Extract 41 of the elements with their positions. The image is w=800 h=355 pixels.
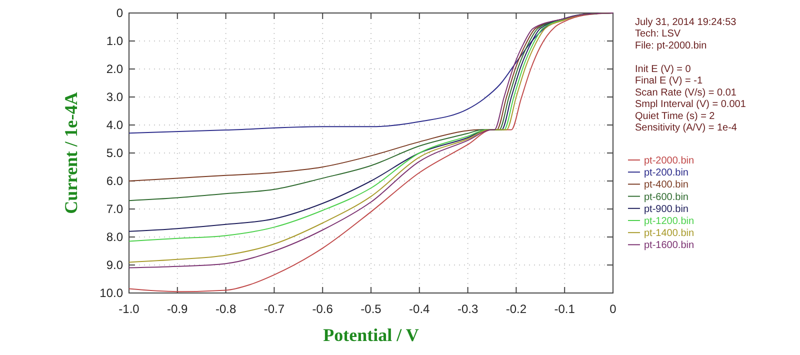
- text: July 31, 2014 19:24:53: [635, 17, 737, 28]
- x-tick-label: -0.1: [554, 302, 576, 316]
- text: File: pt-2000.bin: [635, 40, 707, 52]
- legend-label: pt-2000.bin: [644, 156, 694, 166]
- legend-label: pt-200.bin: [644, 168, 688, 179]
- text: Sensitivity (A/V) = 1e-4: [635, 122, 738, 134]
- y-tick-label: 1.0: [106, 34, 124, 48]
- x-tick-label: -1.0: [118, 302, 140, 316]
- y-tick-label: 8.0: [106, 230, 124, 244]
- text: Scan Rate (V/s) = 0.01: [635, 87, 737, 98]
- text: Quiet Time (s) = 2: [635, 110, 716, 122]
- x-tick-label: -0.7: [264, 302, 285, 316]
- y-tick-label: 7.0: [106, 202, 124, 216]
- y-tick-label: 10.0: [100, 286, 124, 300]
- x-axis-title: Potential / V: [323, 325, 419, 345]
- x-tick-label: -0.5: [360, 302, 382, 316]
- text: Smpl Interval (V) = 0.001: [635, 99, 746, 110]
- y-tick-label: 3.0: [106, 90, 124, 104]
- text: Tech: LSV: [635, 28, 681, 40]
- x-tick-label: -0.2: [506, 302, 527, 316]
- y-tick-label: 5.0: [106, 146, 124, 160]
- y-tick-label: 0: [116, 6, 124, 20]
- x-tick-label: -0.4: [409, 302, 430, 316]
- y-tick-label: 4.0: [106, 118, 124, 132]
- x-tick-label: 0: [610, 302, 617, 316]
- text: Init E (V) = 0: [635, 64, 692, 75]
- legend-label: pt-1600.bin: [644, 240, 694, 252]
- y-axis-title: Current / 1e-4A: [61, 92, 81, 214]
- x-tick-label: -0.8: [215, 302, 236, 316]
- text: Final E (V) = -1: [635, 76, 703, 87]
- legend-label: pt-1400.bin: [644, 228, 694, 240]
- legend-label: pt-600.bin: [644, 192, 688, 203]
- legend-label: pt-900.bin: [644, 204, 688, 215]
- x-tick-label: -0.9: [167, 302, 188, 316]
- y-tick-label: 6.0: [106, 174, 124, 188]
- x-tick-label: -0.3: [457, 302, 478, 316]
- legend-label: pt-1200.bin: [644, 216, 694, 227]
- y-tick-label: 9.0: [106, 258, 124, 272]
- y-tick-label: 2.0: [106, 62, 124, 76]
- legend-label: pt-400.bin: [644, 180, 688, 191]
- x-tick-label: -0.6: [312, 302, 334, 316]
